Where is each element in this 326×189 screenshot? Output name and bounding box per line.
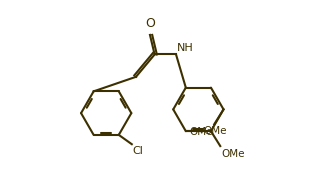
Text: OMe: OMe bbox=[203, 126, 227, 136]
Text: NH: NH bbox=[177, 43, 194, 53]
Text: Cl: Cl bbox=[133, 146, 144, 156]
Text: O: O bbox=[145, 17, 155, 30]
Text: OMe: OMe bbox=[221, 149, 245, 159]
Text: OMe: OMe bbox=[190, 127, 213, 137]
